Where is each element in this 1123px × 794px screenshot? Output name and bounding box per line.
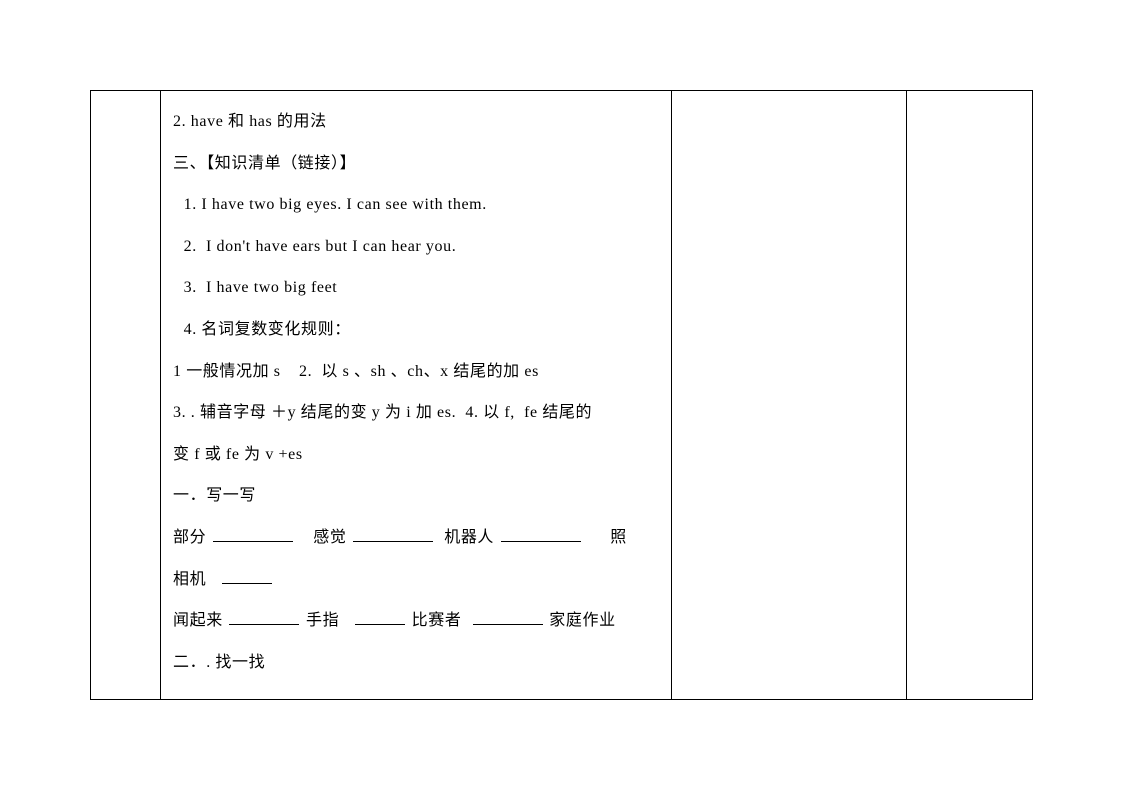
line-4: 2. I don't have ears but I can hear you. (173, 226, 659, 268)
label-camera-2: 相机 (173, 571, 206, 588)
label-homework: 家庭作业 (549, 612, 615, 629)
line-12: 相机 (173, 559, 659, 601)
label-camera-1: 照 (610, 529, 627, 546)
line-14: 二．. 找一找 (173, 642, 659, 684)
label-player: 比赛者 (412, 612, 462, 629)
line-1: 2. have 和 has 的用法 (173, 101, 659, 143)
column-1-empty (91, 91, 161, 699)
line-3: 1. I have two big eyes. I can see with t… (173, 184, 659, 226)
blank-robot (501, 526, 581, 542)
page-container: 2. have 和 has 的用法 三、【知识清单（链接）】 1. I have… (0, 0, 1123, 794)
blank-camera (222, 568, 272, 584)
line-2: 三、【知识清单（链接）】 (173, 143, 659, 185)
label-smell: 闻起来 (173, 612, 223, 629)
line-10: 一．写一写 (173, 475, 659, 517)
line-11: 部分 感觉 机器人 照 (173, 517, 659, 559)
line-5: 3. I have two big feet (173, 267, 659, 309)
label-feel: 感觉 (313, 529, 346, 546)
column-4-empty (907, 91, 1032, 699)
line-9: 变 f 或 fe 为 v +es (173, 434, 659, 476)
blank-player (473, 609, 543, 625)
label-part: 部分 (173, 529, 206, 546)
line-7: 1 一般情况加 s 2. 以 s 、sh 、ch、x 结尾的加 es (173, 351, 659, 393)
blank-feel (353, 526, 433, 542)
blank-finger (355, 609, 405, 625)
blank-part (213, 526, 293, 542)
blank-smell (229, 609, 299, 625)
label-finger: 手指 (306, 612, 339, 629)
main-table: 2. have 和 has 的用法 三、【知识清单（链接）】 1. I have… (90, 90, 1033, 700)
column-2-content: 2. have 和 has 的用法 三、【知识清单（链接）】 1. I have… (161, 91, 672, 699)
line-8: 3. . 辅音字母 ＋y 结尾的变 y 为 i 加 es. 4. 以 f, fe… (173, 392, 659, 434)
label-robot: 机器人 (444, 529, 494, 546)
column-3-empty (672, 91, 907, 699)
line-13: 闻起来 手指 比赛者 家庭作业 (173, 600, 659, 642)
line-6: 4. 名词复数变化规则： (173, 309, 659, 351)
